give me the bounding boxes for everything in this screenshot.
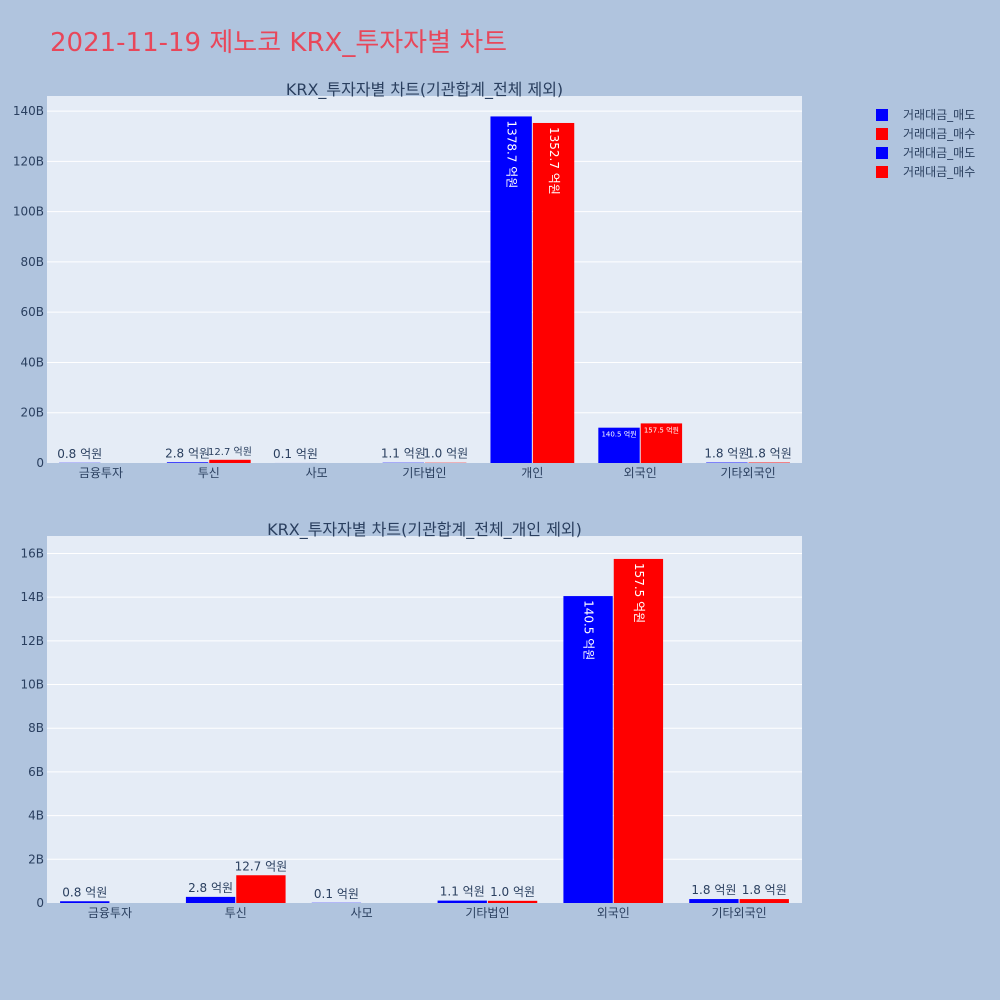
data-label: 1.8 억원 bbox=[747, 447, 792, 461]
y-tick-label: 0 bbox=[36, 456, 44, 470]
x-tick-label: 사모 bbox=[351, 906, 373, 920]
y-tick-label: 2B bbox=[28, 852, 44, 866]
page-title: 2021-11-19 제노코 KRX_투자자별 차트 bbox=[50, 28, 508, 58]
x-tick-label: 기타외국인 bbox=[711, 906, 766, 920]
bar-sell bbox=[598, 427, 640, 463]
data-label: 2.8 억원 bbox=[165, 446, 210, 460]
data-label: 0.1 억원 bbox=[273, 447, 318, 461]
x-tick-label: 사모 bbox=[306, 466, 328, 480]
x-tick-label: 기타법인 bbox=[402, 466, 446, 480]
legend-label: 거래대금_매수 bbox=[903, 165, 975, 179]
data-label: 1.8 억원 bbox=[704, 447, 749, 461]
legend-label: 거래대금_매도 bbox=[903, 108, 975, 122]
chart-title: KRX_투자자별 차트(기관합계_전체 제외) bbox=[286, 80, 563, 100]
bar-sell bbox=[60, 901, 110, 903]
legend-swatch bbox=[876, 109, 888, 121]
bar-sell bbox=[437, 900, 487, 903]
y-tick-label: 140B bbox=[13, 104, 44, 118]
data-label: 1378.7 억원 bbox=[505, 120, 519, 188]
y-tick-label: 20B bbox=[20, 406, 44, 420]
y-tick-label: 40B bbox=[20, 355, 44, 369]
data-label: 157.5 억원 bbox=[632, 563, 646, 623]
data-label: 1.8 억원 bbox=[742, 883, 787, 897]
x-tick-label: 개인 bbox=[521, 466, 543, 480]
data-label: 157.5 억원 bbox=[644, 425, 679, 434]
y-tick-label: 80B bbox=[20, 255, 44, 269]
legend-swatch bbox=[876, 147, 888, 159]
data-label: 140.5 억원 bbox=[582, 600, 596, 660]
data-label: 0.8 억원 bbox=[57, 447, 102, 461]
y-tick-label: 60B bbox=[20, 305, 44, 319]
data-label: 2.8 억원 bbox=[188, 881, 233, 895]
bar-buy bbox=[640, 423, 683, 463]
data-label: 1352.7 억원 bbox=[547, 127, 561, 195]
x-tick-label: 투신 bbox=[198, 466, 220, 480]
chart-title: KRX_투자자별 차트(기관합계_전체_개인 제외) bbox=[267, 520, 582, 540]
legend-swatch bbox=[876, 166, 888, 178]
plot-area-2 bbox=[47, 536, 802, 903]
data-label: 1.0 억원 bbox=[490, 885, 535, 899]
bar-buy bbox=[236, 875, 286, 903]
bar-buy bbox=[209, 459, 251, 463]
y-tick-label: 6B bbox=[28, 765, 44, 779]
y-tick-label: 4B bbox=[28, 809, 44, 823]
y-tick-label: 12B bbox=[20, 634, 44, 648]
data-label: 0.1 억원 bbox=[314, 887, 359, 901]
bar-buy bbox=[532, 122, 575, 463]
bar-buy bbox=[739, 899, 789, 903]
y-tick-label: 120B bbox=[13, 154, 44, 168]
data-label: 140.5 억원 bbox=[601, 430, 636, 439]
y-tick-label: 14B bbox=[20, 590, 44, 604]
plot-area-1 bbox=[47, 96, 802, 463]
y-tick-label: 100B bbox=[13, 205, 44, 219]
data-label: 12.7 억원 bbox=[235, 859, 288, 873]
x-tick-label: 외국인 bbox=[624, 466, 657, 480]
data-label: 1.1 억원 bbox=[381, 447, 426, 461]
legend-label: 거래대금_매도 bbox=[903, 146, 975, 160]
y-tick-label: 10B bbox=[20, 678, 44, 692]
bar-sell bbox=[166, 462, 209, 463]
data-label: 1.0 억원 bbox=[423, 447, 468, 461]
bar-buy bbox=[613, 558, 664, 903]
legend-label: 거래대금_매수 bbox=[903, 127, 975, 141]
y-tick-label: 16B bbox=[20, 546, 44, 560]
bar-sell bbox=[563, 596, 613, 903]
x-tick-label: 기타외국인 bbox=[720, 466, 775, 480]
y-tick-label: 0 bbox=[36, 896, 44, 910]
bar-sell bbox=[185, 896, 236, 903]
bar-buy bbox=[487, 900, 538, 903]
bar-sell bbox=[490, 116, 532, 463]
data-label: 0.8 억원 bbox=[62, 885, 107, 899]
x-tick-label: 금융투자 bbox=[88, 906, 132, 920]
bar-sell bbox=[689, 899, 739, 903]
x-tick-label: 금융투자 bbox=[79, 466, 123, 480]
data-label: 1.1 억원 bbox=[440, 885, 485, 899]
y-tick-label: 8B bbox=[28, 721, 44, 735]
x-tick-label: 투신 bbox=[225, 906, 247, 920]
data-label: 12.7 억원 bbox=[208, 446, 252, 458]
legend-swatch bbox=[876, 128, 888, 140]
x-tick-label: 외국인 bbox=[597, 906, 630, 920]
x-tick-label: 기타법인 bbox=[465, 906, 509, 920]
data-label: 1.8 억원 bbox=[691, 883, 736, 897]
